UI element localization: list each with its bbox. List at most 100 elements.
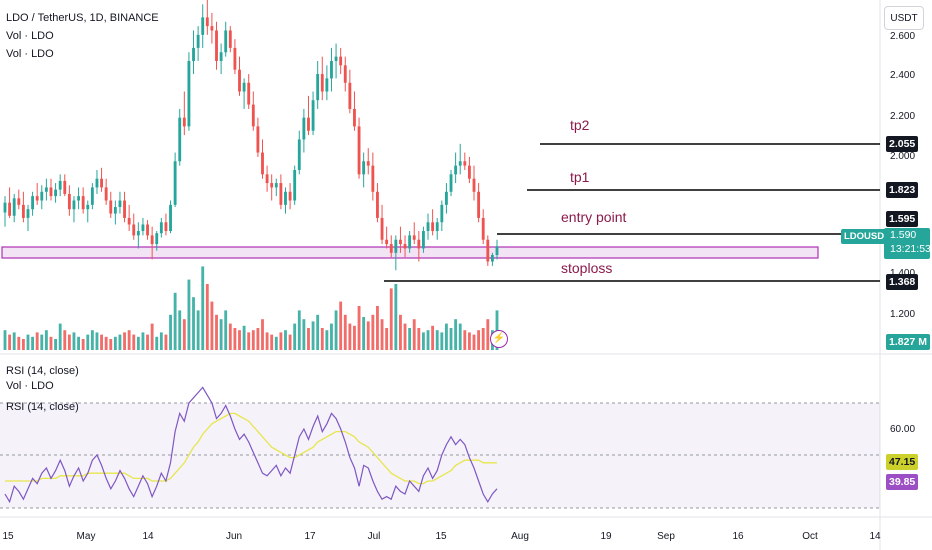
volume-bar (86, 334, 90, 350)
candle-body (297, 139, 301, 170)
volume-bar (205, 284, 209, 350)
volume-bar (477, 330, 481, 350)
candle-body (357, 126, 361, 175)
candle-body (146, 224, 149, 236)
time-axis-tick: 17 (304, 531, 316, 542)
volume-bar (67, 334, 71, 350)
candle-body (35, 196, 39, 201)
candle-body (12, 198, 16, 216)
volume-bar (31, 336, 35, 350)
volume-bar (334, 310, 338, 350)
candle-body (380, 217, 384, 240)
rsi-ma-tag: 47.15 (886, 454, 919, 470)
volume-bar (444, 323, 448, 350)
candle-body (196, 34, 200, 48)
tp1-price-tag: 1.823 (886, 182, 919, 198)
candle-body (215, 30, 218, 61)
candle-body (95, 178, 99, 188)
lightning-icon[interactable]: ⚡ (490, 330, 508, 348)
volume-bar (224, 310, 228, 350)
candle-body (311, 100, 315, 131)
time-axis-tick: 16 (732, 531, 744, 542)
volume-bar (192, 297, 195, 350)
candle-body (182, 117, 186, 127)
volume-bar (95, 332, 99, 350)
price-axis-tick: 2.600 (890, 31, 915, 42)
candle-body (435, 222, 439, 232)
volume-bar (49, 336, 53, 350)
volume-bar (472, 334, 476, 350)
candle-body (265, 174, 269, 184)
candle-body (293, 169, 297, 201)
time-axis-tick: 14 (869, 531, 881, 542)
time-axis-tick: Jul (368, 531, 381, 542)
candle-body (104, 187, 108, 201)
tp2-label: tp2 (570, 117, 590, 133)
volume-bar (458, 323, 462, 350)
candle-body (54, 189, 58, 197)
currency-button[interactable]: USDT (884, 6, 924, 30)
volume-bar (109, 339, 113, 350)
volume-legend-secondary: Vol · LDO (6, 48, 54, 60)
candle-body (58, 180, 62, 190)
volume-bar (8, 334, 12, 350)
candle-body (219, 52, 223, 61)
candle-body (201, 17, 205, 35)
volume-bar (104, 336, 108, 350)
volume-bar (426, 330, 430, 350)
candle-body (444, 191, 448, 205)
candle-body (362, 161, 366, 175)
candle-body (40, 191, 44, 201)
candle-body (399, 239, 402, 245)
candle-body (403, 244, 407, 249)
volume-bar (77, 336, 80, 350)
volume-bar (118, 334, 122, 350)
candle-body (334, 56, 338, 61)
volume-bar (233, 328, 237, 350)
volume-bar (302, 319, 306, 350)
candle-body (279, 183, 283, 205)
volume-bar (215, 314, 218, 350)
time-axis-tick: Oct (802, 531, 818, 542)
volume-bar (261, 319, 264, 350)
volume-bar (12, 332, 16, 350)
volume-bar (454, 319, 458, 350)
candle-body (467, 165, 471, 179)
candle-body (325, 78, 329, 92)
chart-title: LDO / TetherUS, 1D, BINANCE (6, 12, 159, 24)
ticker-label: LDOUSDT (841, 229, 893, 244)
candle-body (31, 196, 35, 210)
last-price-box: 1.590 13:21:53 (884, 228, 931, 259)
rsi-legend: RSI (14, close) (6, 365, 79, 377)
volume-bar (155, 336, 159, 350)
candle-body (169, 204, 172, 232)
entry-point-label: entry point (561, 209, 627, 225)
stoploss-price-tag: 1.368 (886, 274, 919, 290)
price-axis-tick: 1.200 (890, 309, 915, 320)
time-axis-tick: Aug (511, 531, 529, 542)
volume-bar (371, 314, 375, 350)
candle-body (67, 193, 71, 210)
time-axis-tick: 19 (600, 531, 612, 542)
candle-body (422, 231, 425, 249)
candle-body (72, 200, 76, 210)
candle-body (178, 117, 182, 162)
candle-body (21, 204, 25, 218)
price-axis-tick: 1.400 (890, 268, 915, 279)
volume-bar (164, 334, 168, 350)
candle-body (247, 82, 251, 105)
volume-bar (44, 330, 48, 350)
volume-bar (435, 330, 439, 350)
candle-body (486, 239, 490, 262)
volume-tag: 1.827 M (886, 334, 930, 350)
candle-body (127, 217, 131, 225)
volume-bar (431, 325, 435, 350)
rsi-value-tag: 39.85 (886, 474, 919, 490)
time-axis-tick: 14 (142, 531, 154, 542)
candle-body (224, 30, 228, 53)
volume-bar (182, 319, 186, 350)
candle-body (330, 60, 333, 79)
volume-bar (343, 314, 347, 350)
volume-bar (408, 328, 412, 350)
